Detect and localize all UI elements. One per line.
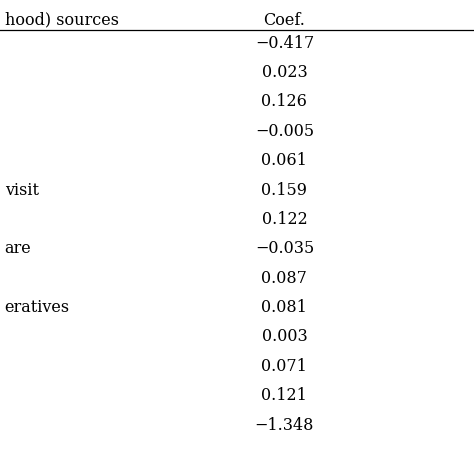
- Text: −0.417: −0.417: [255, 35, 314, 52]
- Text: 0.023: 0.023: [262, 64, 307, 81]
- Text: hood) sources: hood) sources: [5, 12, 119, 29]
- Text: 0.071: 0.071: [262, 358, 307, 375]
- Text: −0.035: −0.035: [255, 240, 314, 257]
- Text: 0.081: 0.081: [262, 299, 307, 316]
- Text: 0.126: 0.126: [262, 93, 307, 110]
- Text: 0.159: 0.159: [261, 182, 308, 199]
- Text: 0.003: 0.003: [262, 328, 307, 346]
- Text: 0.122: 0.122: [262, 211, 307, 228]
- Text: 0.087: 0.087: [262, 270, 307, 287]
- Text: are: are: [5, 240, 31, 257]
- Text: 0.061: 0.061: [262, 152, 307, 169]
- Text: −1.348: −1.348: [255, 417, 314, 434]
- Text: visit: visit: [5, 182, 39, 199]
- Text: eratives: eratives: [5, 299, 70, 316]
- Text: −0.005: −0.005: [255, 123, 314, 140]
- Text: Coef.: Coef.: [264, 12, 305, 29]
- Text: 0.121: 0.121: [262, 387, 307, 404]
